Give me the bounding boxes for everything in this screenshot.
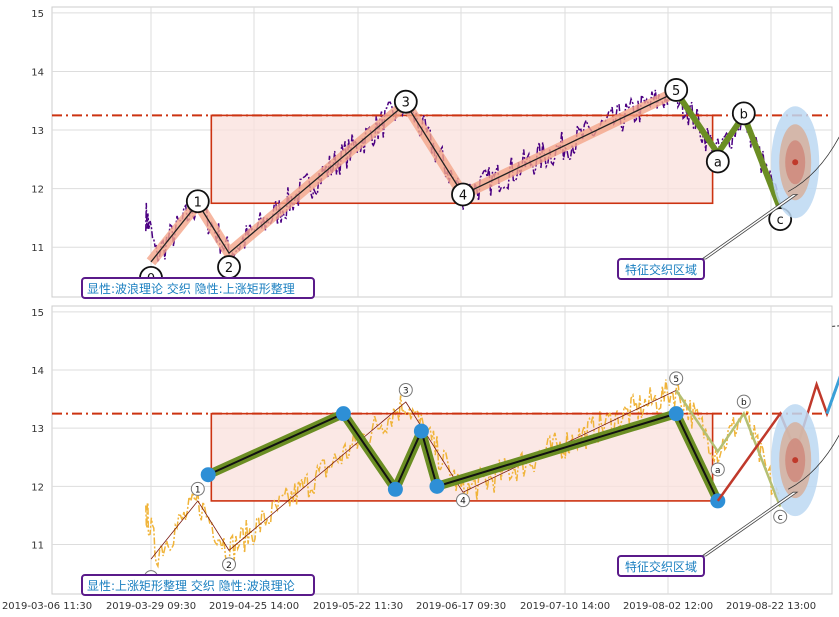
wave-label-5: 5 <box>672 84 680 99</box>
y-tick-label: 12 <box>31 185 44 196</box>
rect-pivot-dot <box>200 467 216 483</box>
wave-label-circle <box>190 481 205 496</box>
y-tick-label: 15 <box>31 308 44 319</box>
x-tick-label: 2019-04-25 14:00 <box>209 601 299 612</box>
annotation-text: 特征交织区域 <box>625 559 697 574</box>
wave-label-circle <box>669 371 684 386</box>
wave-label-circle <box>222 557 236 572</box>
wave-label-a: a <box>715 466 721 476</box>
forecast-arrow <box>788 434 839 490</box>
wave-label-5: 5 <box>673 375 679 385</box>
wave-label-circle <box>773 509 788 524</box>
wave-label-b: b <box>741 398 747 408</box>
wave-label-c: c <box>777 213 784 228</box>
wave-label-3: 3 <box>403 387 409 397</box>
y-tick-label: 14 <box>31 67 44 78</box>
y-tick-label: 13 <box>31 126 44 137</box>
projection-target-line <box>825 375 839 415</box>
target-mark <box>832 325 839 327</box>
annotation-box <box>617 258 705 280</box>
rect-pivot-dot <box>413 423 429 439</box>
caption-text: 显性:波浪理论 交织 隐性:上涨矩形整理 <box>87 281 295 296</box>
x-tick-label: 2019-08-02 12:00 <box>623 601 713 612</box>
rect-pivot-dot <box>387 481 403 497</box>
caption-box <box>81 574 315 596</box>
y-tick-label: 12 <box>31 482 44 493</box>
panel-bottom: 1112131415012345abc特征交织区域显性:上涨矩形整理 交织 隐性… <box>2 305 839 612</box>
wave-impulse-line <box>150 390 677 560</box>
caption-text: 显性:上涨矩形整理 交织 隐性:波浪理论 <box>87 578 295 593</box>
wave-label-2: 2 <box>225 261 233 276</box>
annotation-box <box>617 555 705 577</box>
wave-label-circle <box>705 149 730 174</box>
wave-label-a: a <box>714 155 722 170</box>
forecast-arrow <box>788 136 839 192</box>
wave-label-1: 1 <box>195 485 201 495</box>
wave-label-4: 4 <box>460 497 466 507</box>
x-tick-label: 2019-06-17 09:30 <box>416 601 506 612</box>
wave-label-circle <box>398 383 413 397</box>
target-dot <box>792 457 799 464</box>
annotation-text: 特征交织区域 <box>625 262 697 277</box>
wave-label-circle <box>664 78 689 102</box>
y-tick-label: 13 <box>31 424 44 435</box>
wave-label-4: 4 <box>459 188 467 203</box>
wave-label-2: 2 <box>226 561 232 571</box>
wave-label-3: 3 <box>402 96 410 111</box>
y-tick-label: 15 <box>31 9 44 20</box>
wave-label-1: 1 <box>194 195 202 210</box>
target-dot <box>792 159 799 166</box>
y-tick-label: 11 <box>31 243 44 254</box>
wave-label-circle <box>393 89 418 114</box>
rect-pivot-dot <box>668 406 684 422</box>
wave-label-circle <box>456 493 470 508</box>
rect-pivot-dot <box>429 478 445 494</box>
wave-label-circle <box>710 462 725 477</box>
panel-top: 1112131415012345abc特征交织区域显性:波浪理论 交织 隐性:上… <box>31 6 839 299</box>
wave-correction-line <box>675 389 782 508</box>
wave-label-circle <box>185 189 210 214</box>
wave-impulse-line <box>150 91 677 263</box>
x-tick-label: 2019-08-22 13:00 <box>726 601 816 612</box>
x-tick-label: 2019-07-10 14:00 <box>520 601 610 612</box>
wave-label-circle <box>451 182 475 207</box>
wave-label-c: c <box>778 513 783 523</box>
wave-label-circle <box>731 101 756 126</box>
y-tick-label: 11 <box>31 541 44 552</box>
x-tick-label: 2019-05-22 11:30 <box>313 601 403 612</box>
wave-label-b: b <box>740 107 748 122</box>
x-tick-label: 2019-03-29 09:30 <box>106 601 196 612</box>
y-tick-label: 14 <box>31 366 44 377</box>
wave-correction-line <box>673 90 783 211</box>
annotation-pointer <box>700 194 799 260</box>
caption-box <box>81 277 315 299</box>
rect-pivot-dot <box>335 406 351 422</box>
x-tick-label: 2019-03-06 11:30 <box>2 601 92 612</box>
annotation-pointer <box>700 491 799 557</box>
wave-label-circle <box>736 394 751 409</box>
